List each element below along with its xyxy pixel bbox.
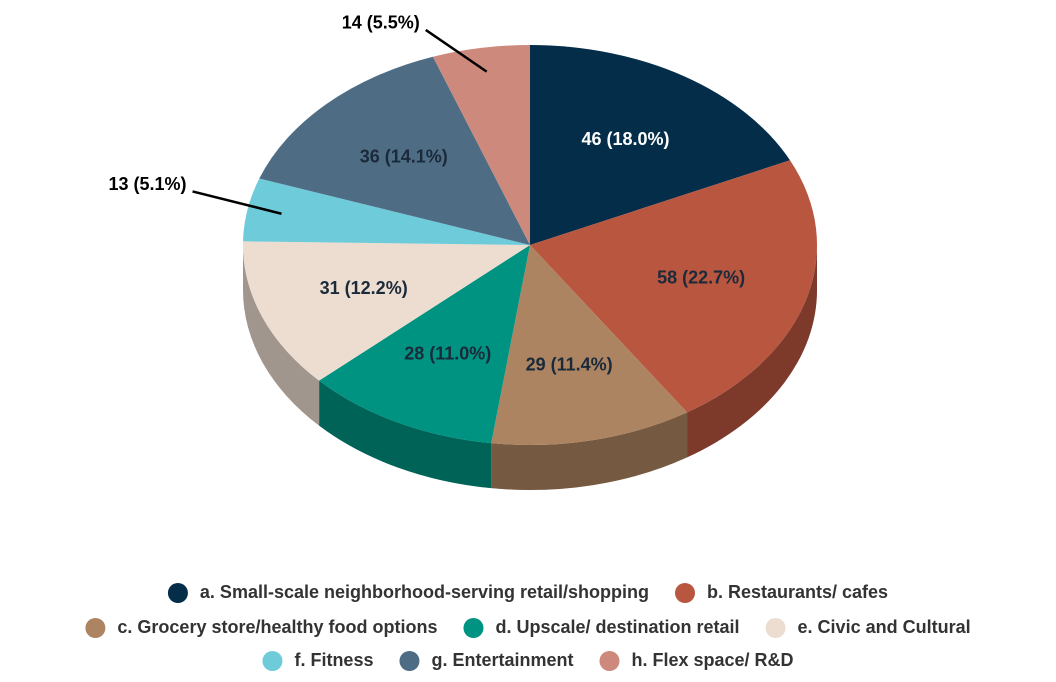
data-label: 14 (5.5%) [342,13,420,33]
legend-marker [399,651,420,671]
pie-side [687,245,817,458]
data-label: 46 (18.0%) [581,129,669,149]
legend-label: b. Restaurants/ cafes [707,582,888,602]
legend-label: f. Fitness [294,650,373,670]
legend-row: a. Small-scale neighborhood-serving reta… [167,582,888,603]
pie-side-shade [491,412,688,490]
pie-slice [243,241,531,381]
pie-slice [259,56,530,245]
leader-line [192,190,282,215]
data-label: 31 (12.2%) [320,278,408,298]
legend-label: c. Grocery store/healthy food options [117,617,437,637]
pie-slice [491,245,688,445]
legend-marker [262,651,283,671]
legend-marker [599,651,620,671]
legend-marker [765,618,786,638]
legend-label: g. Entertainment [431,650,573,670]
pie-side-shade [243,245,320,426]
pie-slice [319,245,530,444]
pie-side [491,412,688,490]
pie-side [243,245,320,426]
pie-side-shade [687,245,817,458]
data-label: 28 (11.0%) [404,344,491,364]
pie-slice [243,178,530,245]
legend-label: h. Flex space/ R&D [631,650,793,670]
pie-slice [530,45,790,245]
legend-marker [675,583,695,603]
pie-side-shade [319,380,492,489]
legend-marker [85,618,106,638]
legend-row: c. Grocery store/healthy food options d. … [85,617,971,638]
pie-slice [432,45,530,245]
pie-slice [530,160,817,413]
data-label: 13 (5.1%) [109,174,187,194]
legend-row: f. Fitness g. Entertainment h. Flex space/… [262,650,794,671]
data-label: 29 (11.4%) [526,355,613,375]
leader-line [425,28,488,73]
pie-side [319,380,492,489]
legend-label: d. Upscale/ destination retail [495,617,739,637]
legend-marker [167,583,188,603]
data-label: 36 (14.1%) [360,146,448,166]
legend-label: a. Small-scale neighborhood-serving reta… [200,582,649,602]
legend-label: e. Civic and Cultural [798,617,971,637]
legend-marker [463,618,484,638]
data-label: 58 (22.7%) [657,268,745,288]
